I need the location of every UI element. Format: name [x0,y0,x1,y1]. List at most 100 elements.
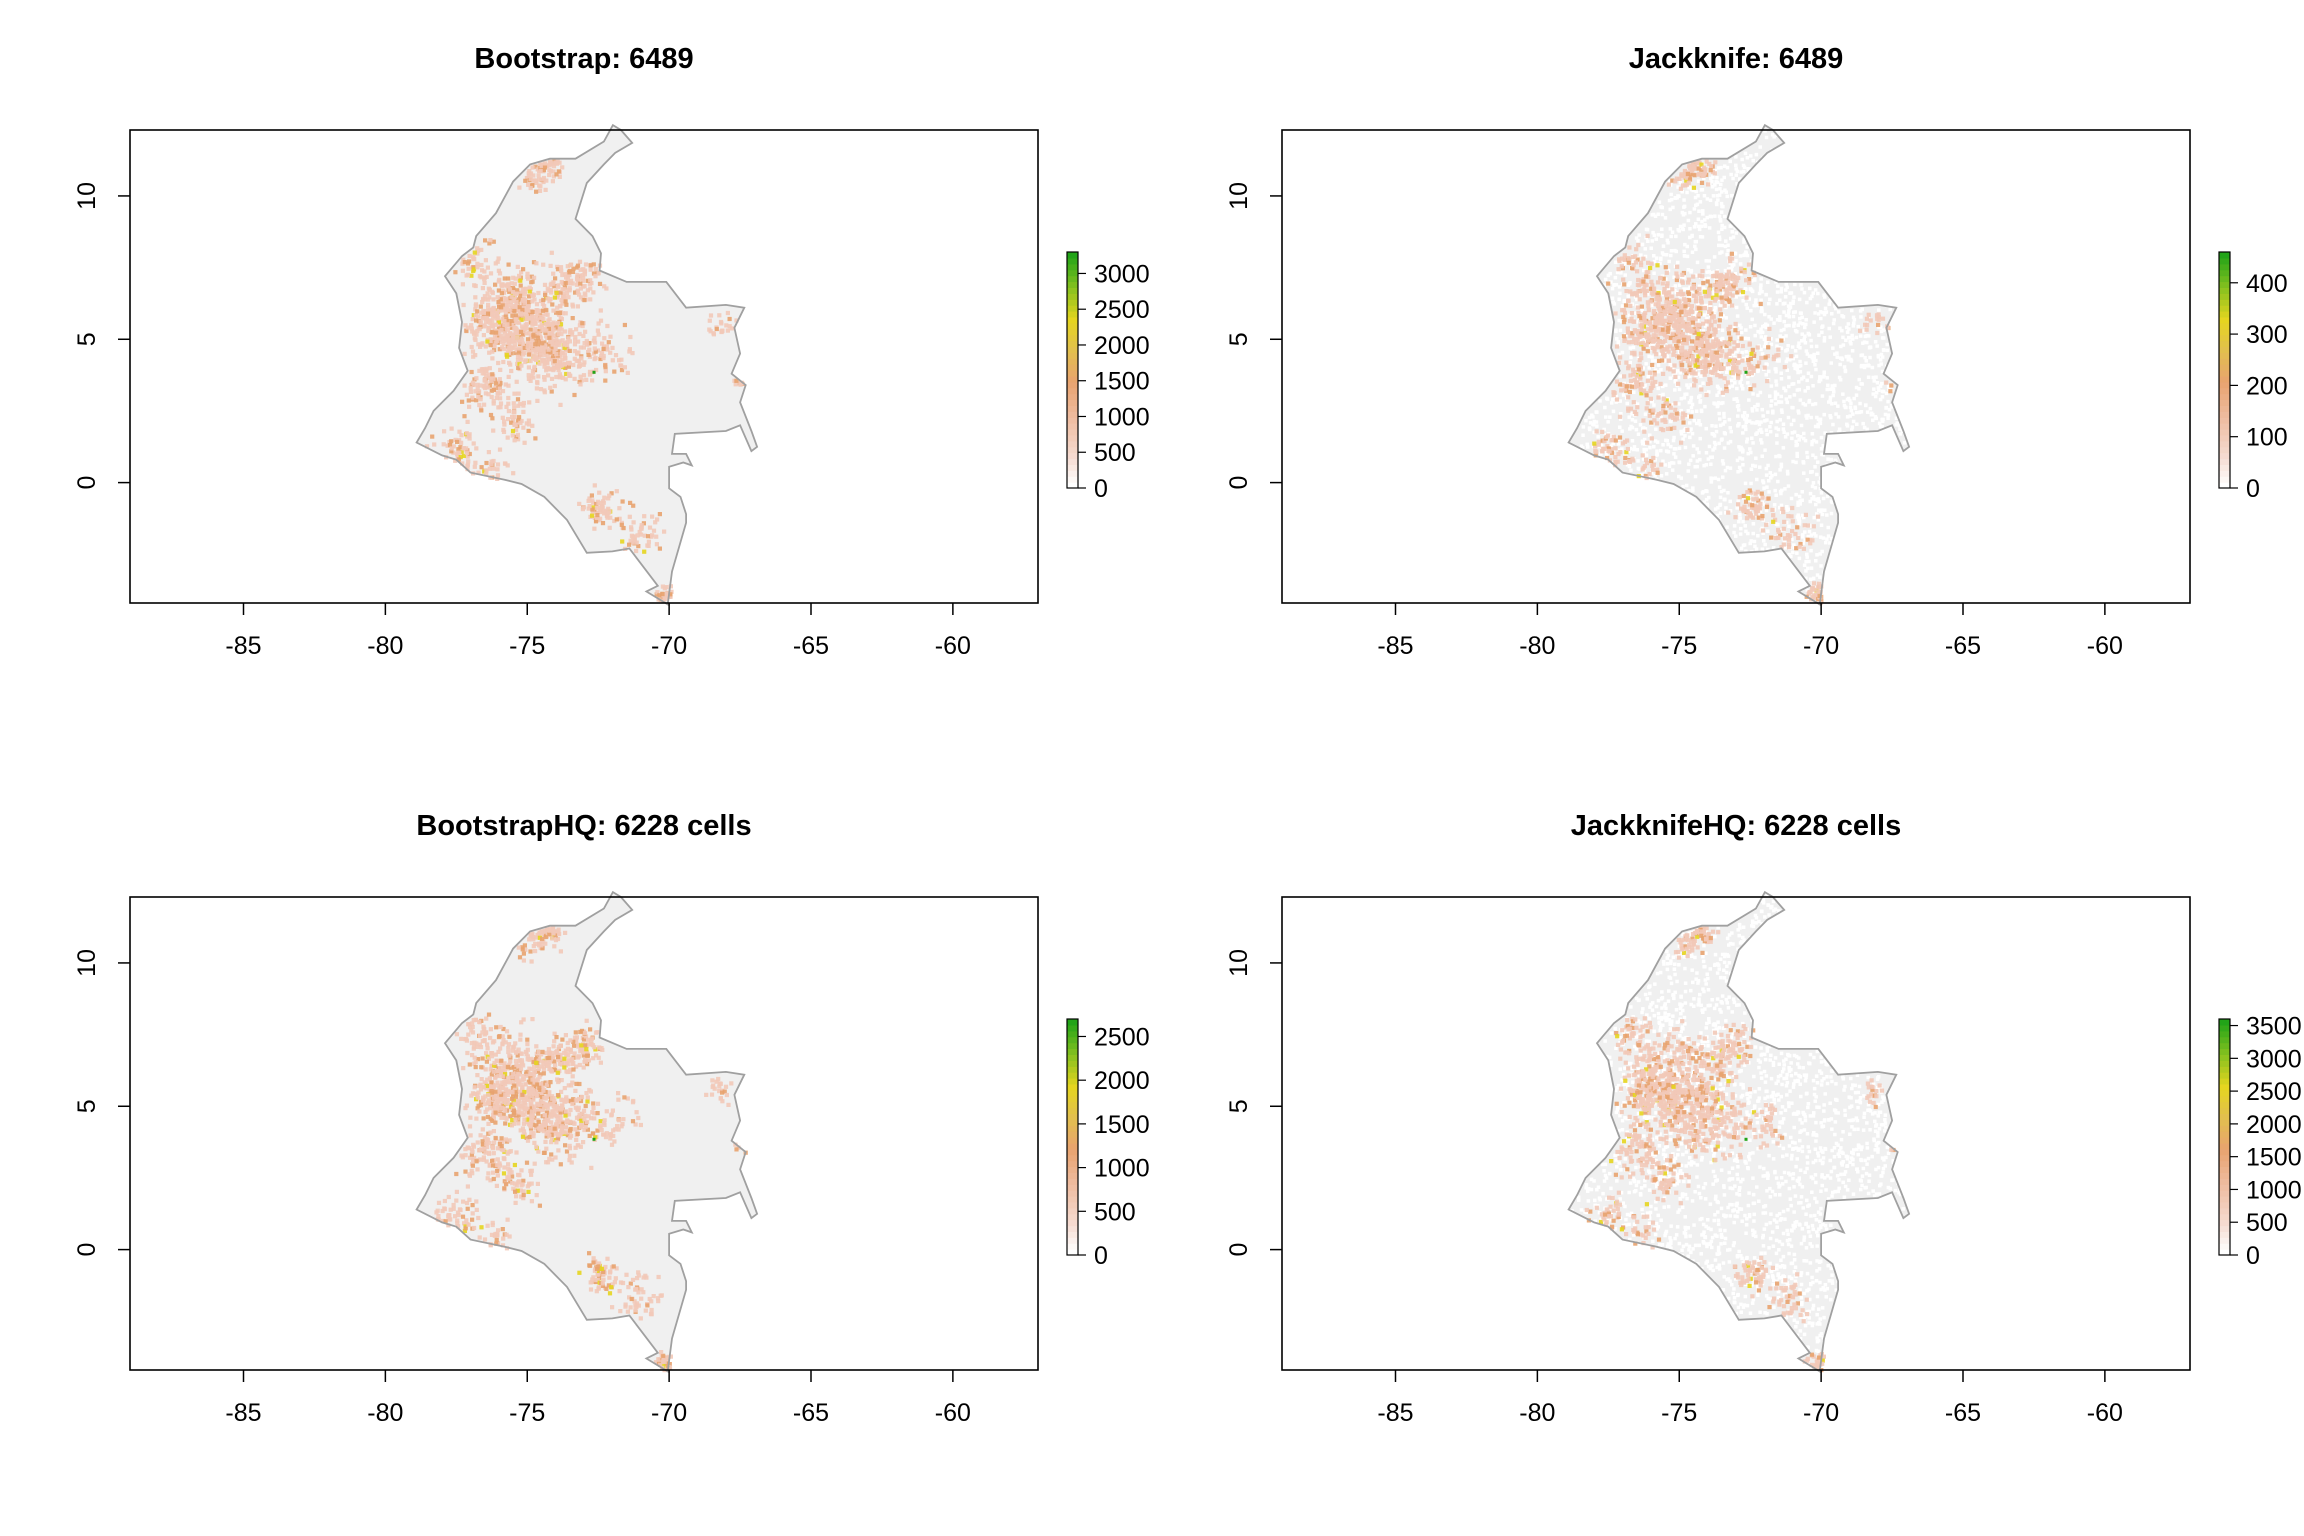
raster-cell [470,349,476,354]
raster-cell [1644,274,1649,279]
raster-cell-empty [1798,499,1802,503]
raster-cell [1779,545,1784,550]
x-tick-label: -80 [367,632,403,660]
raster-cell-empty [1654,237,1658,241]
raster-cell [1617,382,1623,387]
legend-color-step [1067,281,1078,288]
raster-cell [572,349,577,354]
raster-cell-empty [1850,308,1854,313]
raster-cell [497,386,502,391]
raster-cell-empty [1664,253,1669,257]
legend-color-step [1067,440,1078,448]
raster-cell [538,335,543,340]
raster-cell [1640,371,1645,376]
raster-cell-empty [1872,387,1876,391]
raster-cell [1726,326,1731,332]
raster-cell [561,291,566,296]
raster-cell-empty [1815,303,1820,308]
raster-cell-empty [1803,438,1808,443]
raster-cell [493,322,499,327]
raster-cell [1706,294,1712,299]
raster-cell [1625,446,1630,452]
raster-cell-empty [1635,297,1639,302]
raster-cell-empty [1775,441,1779,445]
raster-cell-empty [1719,201,1724,206]
raster-cell [1790,519,1795,524]
raster-cell [1708,323,1713,328]
raster-cell-empty [1786,344,1790,348]
raster-cell-empty [1680,190,1684,194]
raster-cell [537,361,542,366]
legend-color-step [2219,387,2230,395]
raster-cell [506,282,511,287]
raster-cell [564,275,569,280]
raster-cell [1772,354,1777,359]
raster-cell-empty [1718,423,1723,428]
raster-cell-empty [1720,243,1724,248]
raster-cell [593,274,598,279]
raster-cell [1749,371,1754,376]
raster-cell-empty [1829,536,1834,541]
raster-cell-empty [1734,173,1738,177]
raster-cell-empty [1642,268,1646,273]
raster-cell-empty [1628,346,1633,350]
raster-cell-empty [1646,292,1650,296]
raster-cell [1617,360,1622,365]
raster-cell [547,335,552,340]
raster-cell-empty [1785,348,1789,352]
legend-color-step [1067,411,1078,418]
raster-cell-empty [1671,438,1676,443]
raster-cell [523,358,528,363]
raster-cell [1771,513,1776,518]
raster-cell [592,357,597,362]
raster-cell [1618,450,1623,455]
raster-cell-empty [1859,382,1863,386]
raster-cell [1700,370,1705,375]
raster-cell [490,372,495,377]
raster-cell-empty [1742,240,1746,244]
raster-cell [1724,296,1730,301]
raster-cell-empty [1693,195,1698,200]
raster-cell [1631,372,1636,377]
raster-cell [1696,166,1701,171]
raster-cell [527,285,532,290]
raster-cell-empty [1797,387,1801,392]
raster-cell [550,354,556,359]
raster-cell-empty [1897,423,1901,428]
raster-cell-empty [1661,392,1665,397]
raster-cell-empty [1605,396,1609,401]
raster-cell [1727,342,1732,347]
raster-cell [545,354,550,359]
map-panel: Jackknife: 6489-85 -80 -75 -70 -65 -600510010… [1225,43,2288,660]
raster-cell-empty [1797,341,1801,345]
raster-cell-empty [1861,421,1865,426]
raster-cell [534,189,539,194]
raster-cell [526,331,531,336]
raster-cell [478,319,483,325]
raster-cell-empty [1725,194,1729,199]
raster-cell [581,267,586,272]
raster-cell [1638,376,1643,381]
raster-cell [1635,269,1640,274]
raster-cell-empty [1640,308,1644,312]
raster-cell [598,516,603,521]
raster-cell-empty [1668,363,1672,367]
raster-cell-empty [1604,415,1608,419]
raster-cell [1709,342,1714,347]
raster-cell [1650,283,1655,288]
raster-cell [1681,320,1686,325]
raster-cell-empty [1767,315,1771,319]
raster-cell-empty [1782,539,1787,543]
raster-cell-empty [1630,418,1635,422]
raster-cell-empty [1717,485,1722,489]
raster-cell-empty [1792,295,1796,299]
raster-cell [496,326,502,331]
raster-cell [592,335,597,341]
raster-cell [526,418,531,423]
raster-cell-empty [1762,337,1767,342]
raster-cell-empty [1879,362,1883,366]
raster-cell-empty [1739,272,1743,276]
raster-cell [662,586,667,591]
raster-cell-empty [1710,424,1714,428]
raster-cell [1645,233,1650,238]
